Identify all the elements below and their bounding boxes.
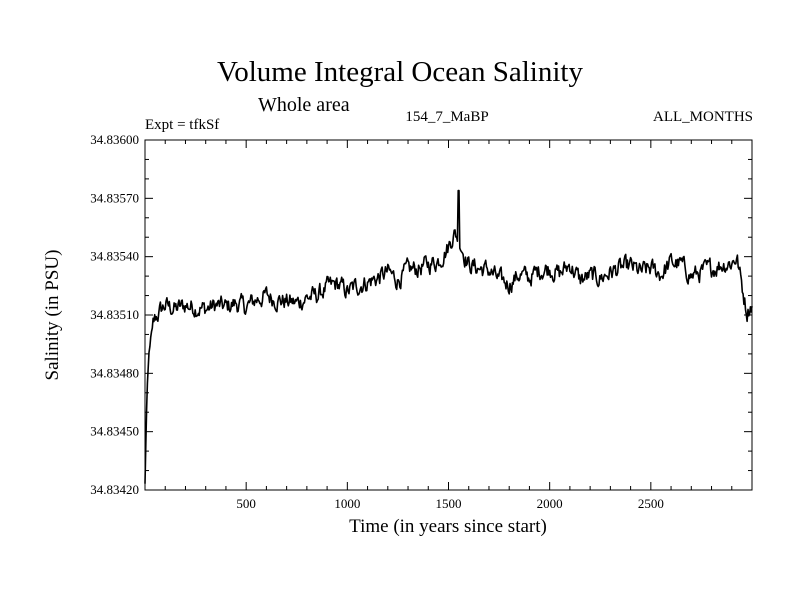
run-label: 154_7_MaBP xyxy=(405,109,489,125)
y-axis-label: Salinity (in PSU) xyxy=(42,250,63,381)
x-tick-label: 2000 xyxy=(537,496,563,511)
x-tick-label: 1500 xyxy=(436,496,462,511)
y-tick-label: 34.83570 xyxy=(90,190,139,205)
series-layer xyxy=(144,189,753,484)
plot-frame xyxy=(144,139,753,491)
y-tick-label: 34.83600 xyxy=(90,132,139,147)
y-tick-label: 34.83540 xyxy=(90,249,139,264)
y-tick-label: 34.83480 xyxy=(90,365,139,380)
x-tick-label: 2500 xyxy=(638,496,664,511)
y-tick-label: 34.83450 xyxy=(90,424,139,439)
chart-subtitle: Whole area xyxy=(258,94,350,116)
x-tick-label: 1000 xyxy=(334,496,360,511)
x-axis-label: Time (in years since start) xyxy=(349,516,547,537)
series-line-salinity xyxy=(144,189,753,484)
chart-title: Volume Integral Ocean Salinity xyxy=(217,56,583,88)
months-label: ALL_MONTHS xyxy=(653,109,753,125)
x-tick-label: 500 xyxy=(236,496,256,511)
axis-ticks xyxy=(145,139,752,491)
experiment-label: Expt = tfkSf xyxy=(145,117,220,133)
tick-labels: 500 1000 1500 2000 2500 34.83420 34.83450 34.83… xyxy=(90,132,664,511)
y-tick-label: 34.83510 xyxy=(90,307,139,322)
y-tick-label: 34.83420 xyxy=(90,482,139,497)
